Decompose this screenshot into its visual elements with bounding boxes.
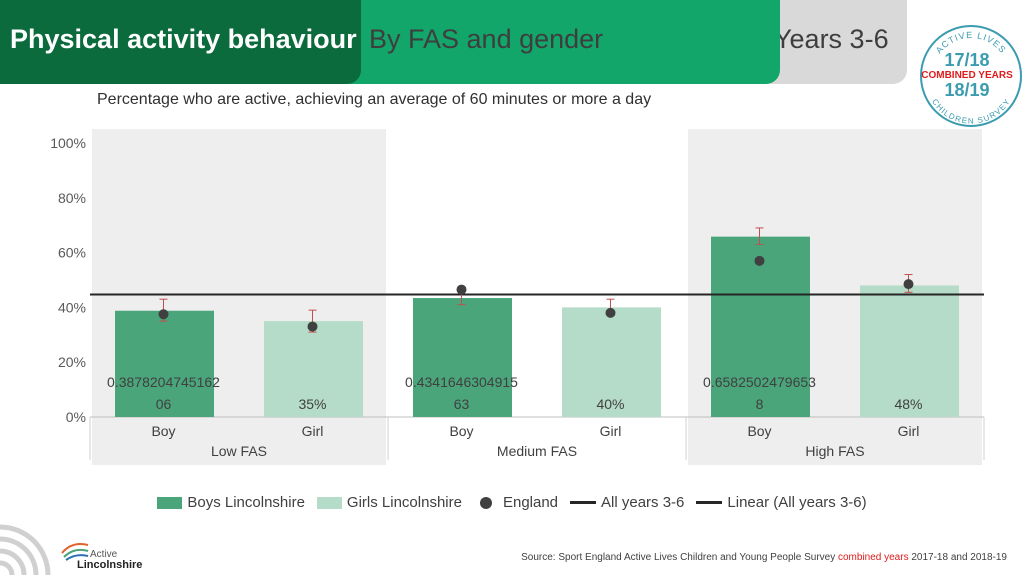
page-subtitle: By FAS and gender: [330, 0, 780, 84]
legend-swatch-boys: [157, 496, 183, 509]
bar-boys: [115, 310, 214, 417]
legend-girls: Girls Lincolnshire: [316, 494, 462, 511]
badge-year2: 18/19: [944, 80, 989, 100]
y-tick-label: 60%: [58, 245, 86, 261]
x-category-label: Boy: [747, 423, 771, 439]
decorative-arcs: [0, 524, 51, 575]
x-group-label: Low FAS: [211, 443, 267, 459]
logo-swoosh-icon: [61, 543, 89, 561]
bar-girls: [860, 285, 959, 417]
source-prefix: Source: Sport England Active Lives Child…: [521, 552, 838, 563]
england-point: [456, 284, 467, 295]
x-group-label: High FAS: [805, 443, 864, 459]
data-label: 06: [156, 396, 172, 412]
y-tick-label: 0%: [66, 409, 86, 425]
y-tick-label: 100%: [50, 135, 86, 151]
england-point: [754, 255, 765, 266]
data-label: 40%: [596, 396, 624, 412]
x-category-label: Girl: [600, 423, 622, 439]
data-label: 0.6582502479653: [703, 374, 816, 390]
source-highlight: combined years: [837, 552, 909, 563]
legend-swatch-england: [479, 496, 492, 509]
x-category-label: Girl: [302, 423, 324, 439]
legend-label-girls: Girls Lincolnshire: [346, 494, 462, 511]
england-point: [307, 321, 318, 332]
x-category-label: Girl: [898, 423, 920, 439]
legend-label-all-years: All years 3-6: [601, 494, 685, 511]
england-point: [903, 279, 914, 290]
legend-label-england: England: [502, 494, 559, 511]
data-label: 35%: [298, 396, 326, 412]
combined-years-badge: ACTIVE LIVES CHILDREN SURVEY 17/18 COMBI…: [917, 20, 1024, 128]
legend-swatch-all-years: [570, 501, 597, 504]
england-point: [605, 307, 616, 318]
badge-year1: 17/18: [944, 50, 989, 70]
y-tick-label: 40%: [58, 299, 86, 315]
chart-title: Percentage who are active, achieving an …: [97, 91, 652, 108]
legend-england: England: [474, 494, 558, 511]
legend-linear: Linear (All years 3-6): [696, 494, 867, 511]
page-title: Physical activity behaviour: [0, 0, 361, 84]
active-lincolnshire-logo: Active Lincolnshire: [60, 537, 160, 571]
badge-combined: COMBINED YEARS: [921, 70, 1013, 81]
x-category-label: Boy: [449, 423, 473, 439]
legend-label-linear: Linear (All years 3-6): [727, 494, 867, 511]
logo-word-active: Active: [90, 549, 118, 560]
chart-legend: Boys Lincolnshire Girls Lincolnshire Eng…: [0, 494, 1024, 511]
source-note: Source: Sport England Active Lives Child…: [521, 552, 1007, 563]
y-tick-label: 20%: [58, 354, 86, 370]
legend-label-boys: Boys Lincolnshire: [187, 494, 305, 511]
logo-word-lincolnshire: Lincolnshire: [77, 559, 143, 571]
data-label: 63: [454, 396, 470, 412]
data-label: 48%: [894, 396, 922, 412]
bar-boys: [413, 298, 512, 417]
data-label: 0.4341646304915: [405, 374, 518, 390]
legend-swatch-girls: [316, 496, 342, 509]
bar-girls: [264, 321, 363, 417]
bar-girls: [562, 307, 661, 417]
x-group-label: Medium FAS: [497, 443, 577, 459]
legend-boys: Boys Lincolnshire: [157, 494, 305, 511]
bar-chart: 0% 20% 40% 60% 80% 100% 0.3878204745162 06 35% 0.…: [50, 129, 985, 465]
legend-all-years: All years 3-6: [570, 494, 684, 511]
england-point: [158, 309, 169, 320]
source-suffix: 2017-18 and 2018-19: [908, 552, 1007, 563]
data-label: 8: [756, 396, 764, 412]
legend-swatch-linear: [696, 501, 723, 504]
y-tick-label: 80%: [58, 190, 86, 206]
x-category-label: Boy: [151, 423, 175, 439]
data-label: 0.3878204745162: [107, 374, 220, 390]
bar-boys: [711, 236, 810, 417]
